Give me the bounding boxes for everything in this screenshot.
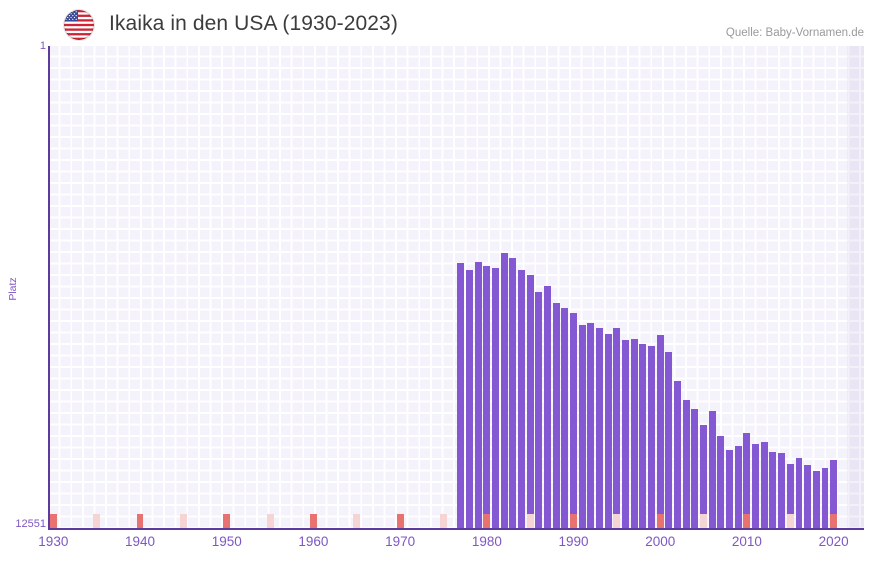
chart-header: Ikaika in den USA (1930-2023) Quelle: Ba… (0, 0, 873, 46)
bar (734, 446, 742, 528)
x-tick-minor (700, 514, 708, 528)
bar (544, 286, 551, 528)
bar (648, 345, 656, 528)
bar (682, 400, 690, 528)
bar-series (49, 46, 864, 528)
x-axis-label: 1990 (558, 534, 589, 549)
bar (700, 425, 708, 528)
bar (561, 307, 569, 528)
bar (830, 460, 838, 528)
bar (500, 252, 508, 528)
x-tick-minor (613, 514, 621, 528)
x-tick-major (309, 514, 317, 528)
bar (812, 470, 820, 528)
bar (474, 261, 482, 528)
y-axis-tick-top: 1 (39, 40, 46, 52)
y-axis-title: Platz (7, 277, 19, 301)
bar (639, 344, 647, 528)
bar (578, 325, 586, 528)
x-axis-label: 2020 (818, 534, 849, 549)
x-tick-major (830, 514, 838, 528)
x-tick-major (49, 514, 57, 528)
us-flag-icon (64, 10, 94, 40)
x-tick-major (136, 514, 144, 528)
bar (466, 270, 473, 528)
x-tick-major (396, 514, 404, 528)
x-axis-labels: 1930 1940 1950 1960 1970 1980 1990 2000 2010 2020 (0, 534, 873, 558)
bar (674, 381, 682, 528)
bar (570, 313, 577, 528)
bar (804, 465, 812, 528)
chart-title: Ikaika in den USA (1930-2023) (109, 12, 398, 35)
x-axis-label: 1960 (298, 534, 329, 549)
bar (552, 302, 560, 528)
source-note: Quelle: Baby-Vornamen.de (725, 27, 864, 39)
bar (717, 436, 725, 528)
x-tick-major (223, 514, 231, 528)
bar (509, 258, 517, 528)
x-tick-minor (93, 514, 101, 528)
bar (535, 291, 543, 528)
grid-horizontal (49, 46, 864, 528)
x-tick-major (656, 514, 664, 528)
bar (778, 453, 786, 528)
x-axis-line (48, 528, 864, 530)
x-tick-major (570, 514, 577, 528)
bar (786, 464, 794, 528)
x-tick-minor (266, 514, 274, 528)
bar (752, 443, 760, 528)
bar (726, 450, 734, 528)
bar (622, 339, 630, 528)
y-axis-tick-bottom: 12551 (15, 518, 46, 530)
bar (708, 410, 716, 528)
bar (483, 265, 491, 528)
bar (665, 351, 673, 528)
bar (769, 451, 777, 528)
x-tick-minor (786, 514, 794, 528)
bar (691, 408, 699, 528)
x-axis-label: 1940 (125, 534, 156, 549)
bar (656, 334, 664, 528)
plot-area (49, 46, 864, 528)
x-tick-minor (526, 514, 534, 528)
bar (587, 322, 595, 528)
bar (492, 268, 499, 528)
x-tick-minor (440, 514, 447, 528)
bar (613, 327, 621, 528)
bar (604, 333, 612, 528)
bar (457, 262, 465, 528)
bar (526, 274, 534, 528)
x-tick-major (743, 514, 751, 528)
x-axis-label: 1950 (211, 534, 242, 549)
bar (795, 457, 803, 528)
x-axis-label: 1930 (38, 534, 69, 549)
x-axis-tick-strip (49, 514, 864, 528)
x-tick-minor (179, 514, 187, 528)
bar (596, 327, 603, 528)
bar (760, 441, 768, 528)
x-axis-label: 1980 (471, 534, 502, 549)
x-axis-label: 2010 (731, 534, 762, 549)
bar (743, 432, 751, 528)
x-tick-minor (353, 514, 361, 528)
bar (518, 270, 525, 528)
x-axis-label: 2000 (645, 534, 676, 549)
x-axis-label: 1970 (385, 534, 416, 549)
x-tick-major (483, 514, 491, 528)
bar (821, 468, 829, 528)
bar (630, 338, 638, 528)
y-axis-line (48, 46, 50, 528)
